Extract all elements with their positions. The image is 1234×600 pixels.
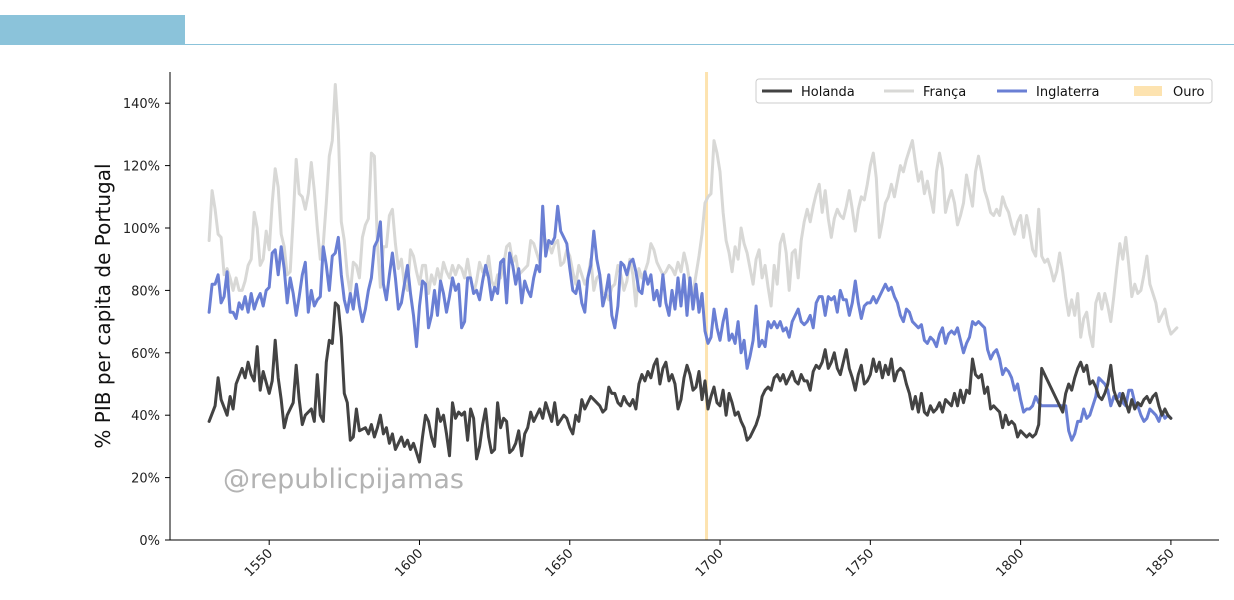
x-tick-label: 1650 [543, 546, 577, 580]
y-tick-label: 80% [131, 284, 160, 299]
y-axis-title: % PIB per capita de Portugal [91, 163, 115, 448]
legend-label-ouro: Ouro [1173, 85, 1205, 100]
series-line-holanda [207, 301, 1173, 464]
x-tick-label: 1850 [1144, 546, 1178, 580]
legend-label-holanda: Holanda [801, 85, 855, 100]
y-tick-label: 40% [131, 409, 160, 424]
x-ticks: 1550 1600 1650 1700 1750 1800 1850 [242, 540, 1178, 580]
ouro-band [705, 72, 709, 540]
header-accent-rule [0, 44, 1234, 45]
x-tick-label: 1700 [693, 546, 727, 580]
axes [169, 72, 1219, 541]
series-layer [207, 83, 1179, 464]
y-tick-label: 140% [123, 97, 160, 112]
legend-frame [755, 78, 1213, 104]
legend: Holanda França Inglaterra Ouro [755, 78, 1213, 104]
y-tick-label: 100% [123, 222, 160, 237]
y-tick-label: 60% [131, 347, 160, 362]
y-tick-label: 20% [131, 472, 160, 487]
y-tick-label: 120% [123, 160, 160, 175]
series-line-inglaterra [207, 204, 1173, 442]
y-tick-label: 0% [139, 534, 160, 549]
legend-swatch-ouro [1134, 86, 1162, 96]
x-tick-label: 1600 [392, 546, 426, 580]
x-tick-label: 1750 [843, 546, 877, 580]
legend-label-franca: França [923, 85, 966, 100]
x-tick-label: 1800 [993, 546, 1027, 580]
x-tick-label: 1550 [242, 546, 276, 580]
legend-label-inglaterra: Inglaterra [1036, 85, 1099, 100]
header-accent-tab [0, 15, 185, 45]
watermark: @republicpijamas [223, 464, 464, 495]
ouro-band-layer [705, 72, 709, 540]
y-ticks: 0% 20% 40% 60% 80% 100% 120% 140% [123, 97, 170, 549]
